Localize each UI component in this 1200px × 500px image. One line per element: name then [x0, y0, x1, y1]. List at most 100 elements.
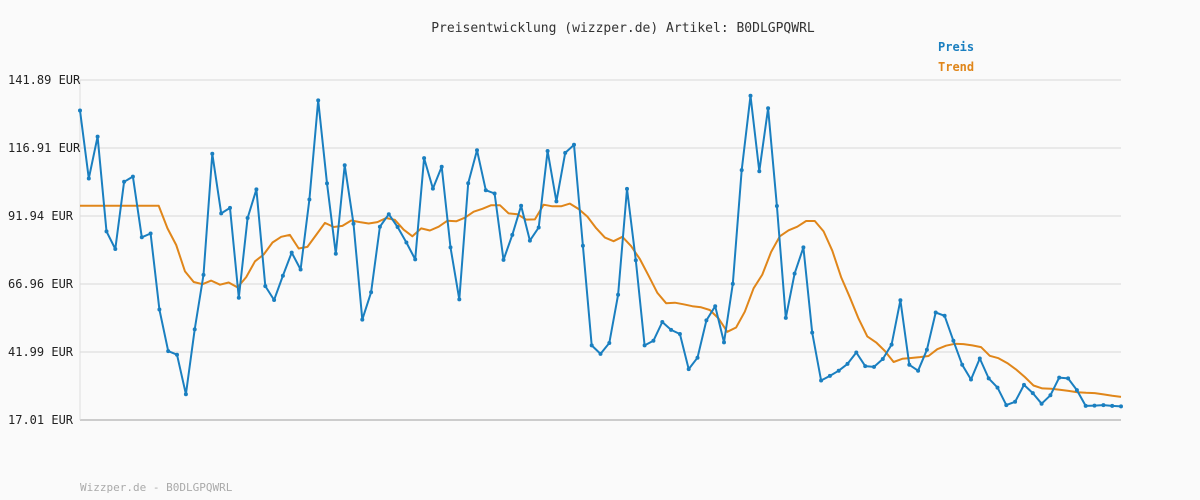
data-point: [863, 364, 868, 369]
data-point: [1101, 403, 1106, 408]
data-point: [272, 298, 277, 302]
data-point: [977, 356, 982, 361]
data-point: [1110, 403, 1115, 408]
data-point: [669, 327, 674, 332]
data-point: [236, 295, 241, 300]
data-point: [819, 378, 824, 383]
data-point: [651, 338, 656, 343]
data-point: [554, 199, 559, 204]
data-point: [1013, 399, 1018, 404]
y-axis-ticks: 141.89 EUR 116.91 EUR 91.94 EUR 66.96 EUR 41…: [8, 73, 81, 427]
data-point: [483, 188, 488, 193]
data-point: [201, 272, 206, 277]
data-point: [122, 179, 127, 184]
data-point: [933, 310, 938, 315]
data-point: [783, 315, 788, 320]
y-tick-label: 66.96 EUR: [8, 277, 74, 291]
data-point: [660, 320, 665, 324]
data-point: [333, 251, 338, 256]
data-point: [369, 290, 374, 295]
data-point: [175, 352, 179, 357]
data-point: [774, 204, 779, 208]
data-point: [228, 205, 232, 210]
data-point: [589, 343, 594, 348]
data-point: [501, 257, 506, 262]
data-point: [404, 240, 409, 245]
footer-text: Wizzper.de - B0DLGPQWRL: [80, 481, 233, 494]
data-point: [686, 367, 691, 372]
y-tick-label: 91.94 EUR: [8, 209, 74, 223]
data-point: [439, 164, 444, 169]
data-point: [210, 151, 215, 156]
data-point: [342, 163, 347, 168]
y-tick-label: 141.89 EUR: [8, 73, 81, 87]
series-line-preis: [79, 94, 1122, 408]
data-point: [625, 186, 629, 191]
data-point: [492, 191, 497, 196]
data-point: [969, 377, 973, 382]
data-point: [766, 106, 771, 111]
data-point: [827, 373, 832, 378]
data-point: [377, 224, 382, 229]
data-point: [1066, 376, 1071, 381]
data-point: [757, 169, 762, 174]
data-point: [86, 176, 91, 181]
data-point: [810, 330, 815, 335]
data-point: [633, 258, 638, 263]
legend-trend: Trend: [938, 60, 974, 74]
data-point: [527, 238, 532, 243]
data-point: [95, 134, 100, 139]
data-point: [422, 156, 427, 161]
data-point: [924, 347, 929, 352]
data-point: [801, 245, 806, 250]
data-point: [951, 338, 956, 343]
data-point: [1074, 388, 1079, 393]
data-point: [1119, 404, 1123, 409]
y-tick-label: 41.99 EUR: [8, 345, 74, 359]
data-point: [466, 181, 471, 186]
data-point: [307, 197, 312, 202]
data-point: [704, 318, 709, 323]
series: [78, 93, 1123, 409]
data-point: [960, 362, 965, 367]
data-point: [519, 203, 524, 208]
data-point: [942, 313, 947, 318]
data-point: [298, 267, 303, 272]
y-tick-label: 116.91 EUR: [8, 141, 81, 155]
data-point: [166, 349, 171, 354]
data-point: [113, 247, 118, 251]
data-point: [148, 231, 153, 236]
data-point: [889, 342, 894, 347]
data-point: [1083, 403, 1088, 408]
data-point: [1030, 391, 1035, 396]
data-point: [898, 298, 903, 303]
data-point: [916, 368, 921, 373]
data-point: [642, 343, 647, 348]
data-point: [854, 350, 859, 355]
data-point: [845, 361, 850, 366]
legend-preis: Preis: [938, 40, 974, 54]
data-point: [78, 108, 82, 113]
data-point: [580, 243, 585, 248]
data-point: [263, 284, 268, 289]
data-point: [1004, 403, 1009, 408]
data-point: [1039, 401, 1044, 406]
data-point: [386, 212, 391, 217]
data-point: [748, 93, 753, 98]
data-point: [430, 186, 435, 191]
data-point: [219, 211, 224, 216]
data-point: [545, 149, 550, 153]
data-point: [872, 364, 876, 369]
data-point: [986, 376, 991, 381]
data-point: [448, 245, 453, 250]
data-point: [536, 225, 541, 230]
data-point: [836, 368, 841, 373]
series-line-trend: [80, 202, 1122, 398]
data-point: [183, 392, 188, 397]
chart-title: Preisentwicklung (wizzper.de) Artikel: B…: [431, 21, 815, 36]
data-point: [457, 297, 462, 302]
data-point: [739, 168, 744, 173]
data-point: [730, 281, 735, 286]
